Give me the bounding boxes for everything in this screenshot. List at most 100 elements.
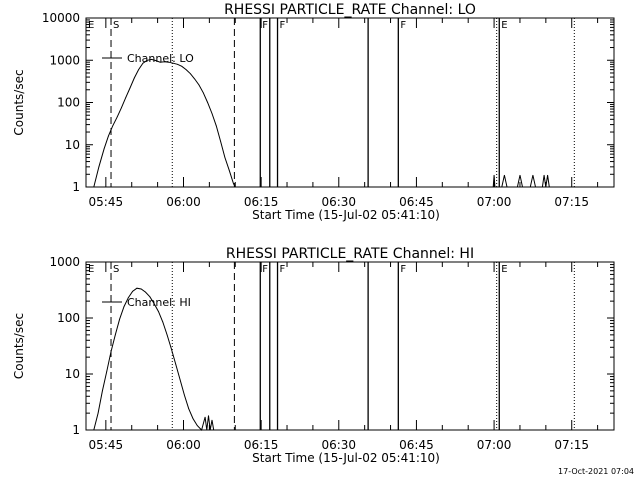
x-tick-label: 06:45 bbox=[399, 195, 434, 209]
event-marker-e: E bbox=[88, 264, 94, 275]
x-axis-label: Start Time (15-Jul-02 05:41:10) bbox=[252, 451, 440, 465]
x-tick-label: 06:15 bbox=[244, 195, 279, 209]
data-point bbox=[194, 78, 196, 80]
event-marker-f: F bbox=[280, 264, 286, 275]
y-tick-label: 1000 bbox=[49, 53, 80, 67]
series-line-0 bbox=[93, 287, 215, 431]
data-point bbox=[101, 390, 103, 392]
plot-frame bbox=[85, 17, 615, 188]
series-line-1 bbox=[492, 175, 550, 188]
data-point bbox=[158, 311, 159, 313]
x-tick-label: 06:45 bbox=[399, 438, 434, 452]
y-tick-label: 100 bbox=[57, 96, 80, 110]
data-point bbox=[166, 334, 168, 336]
event-marker-f: F bbox=[280, 20, 286, 31]
data-point bbox=[504, 174, 505, 176]
data-point bbox=[494, 186, 496, 188]
y-tick-label: 10000 bbox=[42, 11, 80, 25]
data-point bbox=[171, 348, 172, 350]
data-point bbox=[234, 186, 236, 188]
event-marker-s: S bbox=[113, 20, 119, 31]
data-point bbox=[185, 69, 187, 71]
data-point bbox=[151, 58, 152, 60]
data-point bbox=[116, 116, 118, 118]
data-point bbox=[220, 141, 221, 142]
legend-label: Channel: LO bbox=[127, 52, 194, 65]
data-point bbox=[162, 321, 164, 323]
x-tick-label: 05:45 bbox=[89, 195, 124, 209]
chart-panel-0: RHESSI PARTICLE_RATE Channel: LO 1 10 100 10… bbox=[12, 2, 615, 222]
data-point bbox=[215, 125, 217, 127]
data-point bbox=[201, 429, 203, 431]
data-point bbox=[153, 303, 155, 305]
data-point bbox=[93, 429, 95, 431]
data-point bbox=[548, 186, 550, 188]
data-point bbox=[179, 379, 181, 380]
x-tick-label: 06:30 bbox=[321, 195, 356, 209]
data-point bbox=[198, 84, 200, 86]
event-marker-s: S bbox=[113, 264, 119, 275]
data-point bbox=[211, 113, 213, 114]
data-point bbox=[123, 306, 125, 307]
event-marker-e: E bbox=[501, 264, 507, 275]
data-point bbox=[138, 69, 140, 71]
data-point bbox=[98, 166, 100, 168]
data-point bbox=[204, 416, 206, 418]
data-point bbox=[501, 186, 503, 188]
chart-title: RHESSI PARTICLE_RATE Channel: HI bbox=[226, 246, 474, 262]
data-point bbox=[233, 183, 234, 185]
data-point bbox=[177, 63, 178, 65]
data-point bbox=[189, 73, 191, 75]
y-tick-label: 1 bbox=[72, 180, 80, 194]
data-point bbox=[140, 288, 142, 290]
x-tick-label: 06:15 bbox=[244, 438, 279, 452]
event-marker-e: E bbox=[501, 20, 507, 31]
footer-timestamp: 17-Oct-2021 07:04 bbox=[558, 467, 634, 476]
y-axis-label: Counts/sec bbox=[12, 69, 26, 135]
data-point bbox=[108, 135, 109, 137]
data-point bbox=[172, 62, 174, 64]
data-point bbox=[516, 186, 518, 188]
data-point bbox=[506, 186, 508, 188]
data-point bbox=[133, 77, 135, 79]
data-point bbox=[93, 186, 95, 188]
data-point bbox=[119, 318, 121, 320]
data-point bbox=[529, 186, 531, 188]
x-tick-label: 07:00 bbox=[477, 438, 512, 452]
y-tick-label: 1000 bbox=[49, 255, 80, 269]
data-point bbox=[159, 61, 161, 63]
event-marker-e: E bbox=[88, 20, 94, 31]
event-marker-f: F bbox=[400, 20, 406, 31]
x-tick-label: 06:30 bbox=[321, 438, 356, 452]
data-point bbox=[183, 394, 185, 396]
data-point bbox=[541, 186, 543, 188]
data-point bbox=[97, 412, 99, 414]
data-point bbox=[543, 174, 545, 176]
data-point bbox=[146, 59, 148, 61]
data-point bbox=[209, 429, 211, 431]
data-point bbox=[142, 62, 144, 64]
legend-label: Channel: HI bbox=[127, 296, 191, 309]
y-tick-label: 100 bbox=[57, 311, 80, 325]
data-point bbox=[110, 351, 112, 353]
plot-frame bbox=[85, 261, 615, 431]
series-line-0 bbox=[93, 58, 236, 188]
x-tick-label: 07:15 bbox=[554, 195, 589, 209]
event-marker-f: F bbox=[262, 264, 268, 275]
data-point bbox=[188, 408, 190, 410]
x-tick-label: 05:45 bbox=[89, 438, 124, 452]
data-point bbox=[112, 125, 114, 127]
data-point bbox=[129, 87, 131, 89]
x-tick-label: 07:00 bbox=[477, 195, 512, 209]
data-point bbox=[492, 186, 494, 188]
data-point bbox=[181, 65, 183, 67]
data-point bbox=[206, 429, 208, 431]
data-point bbox=[196, 425, 198, 426]
data-point bbox=[136, 287, 138, 289]
data-point bbox=[211, 419, 213, 421]
data-point bbox=[103, 148, 105, 150]
data-point bbox=[164, 61, 165, 63]
x-tick-label: 06:00 bbox=[166, 195, 201, 209]
data-point bbox=[522, 186, 523, 188]
